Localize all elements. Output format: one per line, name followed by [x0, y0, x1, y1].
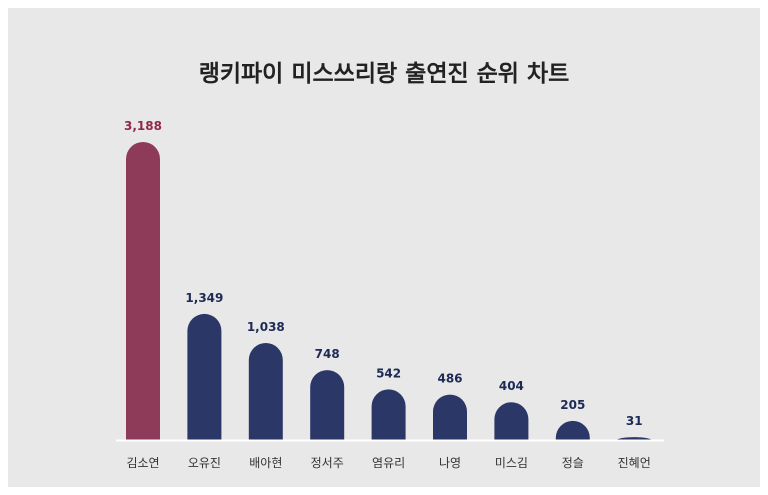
- value-label: 748: [315, 347, 340, 361]
- bar-배아현: [248, 342, 283, 440]
- category-label: 정슬: [562, 456, 584, 470]
- value-label: 404: [499, 379, 524, 393]
- bar-오유진: [187, 313, 222, 440]
- category-label: 오유진: [188, 456, 221, 470]
- bar-미스김: [494, 402, 529, 440]
- value-label: 1,038: [247, 320, 285, 334]
- category-label: 김소연: [126, 456, 159, 470]
- category-label: 염유리: [372, 456, 405, 470]
- category-label: 진혜언: [618, 456, 651, 470]
- category-label: 배아현: [249, 456, 282, 470]
- value-label: 542: [376, 366, 401, 380]
- value-label: 1,349: [185, 291, 223, 305]
- bar-chart: 3,188 김소연 1,349 오유진 1,038 배아현 748 정서주 542 염유리 486 나…: [116, 119, 664, 470]
- bar-김소연: [126, 142, 160, 440]
- value-label: 31: [626, 414, 643, 428]
- value-label: 205: [560, 398, 585, 412]
- category-label: 나영: [439, 456, 461, 470]
- bar-염유리: [371, 389, 406, 440]
- category-label: 미스김: [495, 456, 528, 470]
- bar-나영: [433, 394, 467, 440]
- bar-정슬: [555, 420, 590, 440]
- bar-진혜언: [617, 437, 652, 440]
- value-label: 486: [437, 372, 462, 386]
- bar-정서주: [310, 370, 345, 440]
- category-label: 정서주: [311, 456, 344, 470]
- chart-card: 랭키파이 미스쓰리랑 출연진 순위 차트 3,188 김소연 1,349 오유진 1,0…: [8, 8, 760, 487]
- chart-title: 랭키파이 미스쓰리랑 출연진 순위 차트: [198, 61, 570, 87]
- value-label: 3,188: [124, 119, 162, 133]
